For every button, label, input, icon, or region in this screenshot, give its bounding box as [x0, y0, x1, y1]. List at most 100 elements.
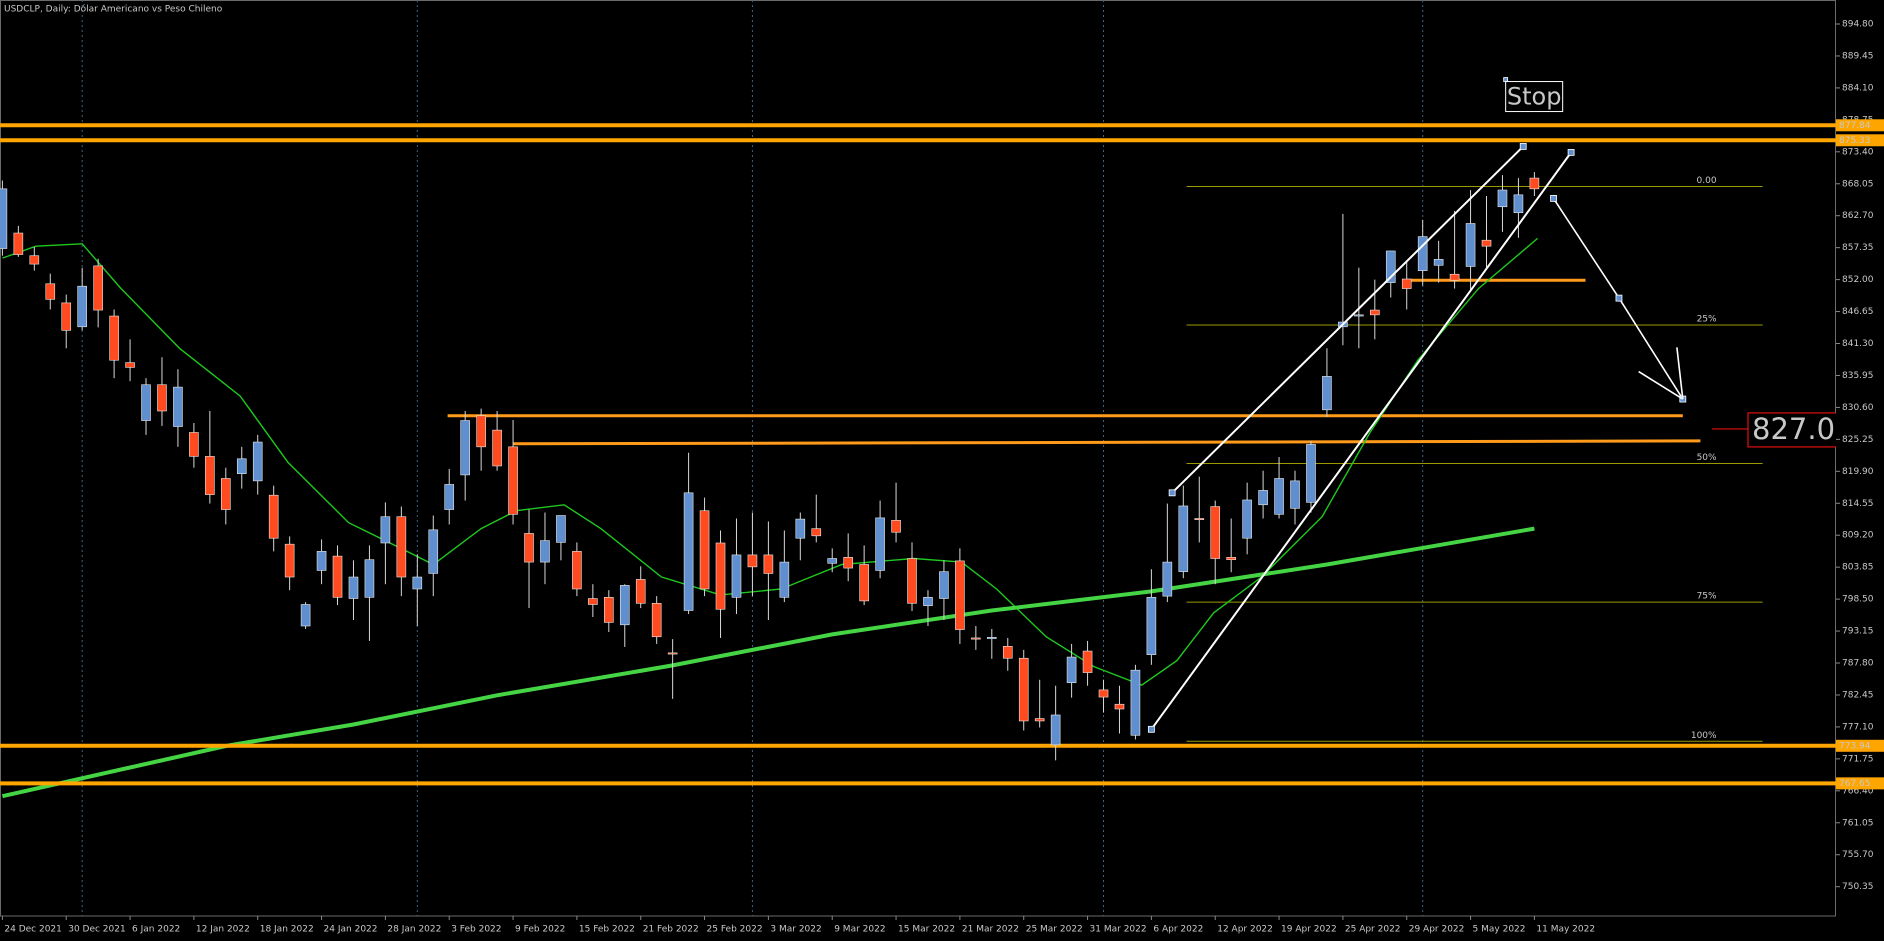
candle-body	[189, 432, 199, 457]
x-tick-label: 11 May 2022	[1536, 925, 1595, 935]
price-level-box	[1836, 119, 1884, 132]
x-tick-label: 25 Mar 2022	[1026, 925, 1083, 935]
candle-body	[1098, 689, 1109, 698]
candle-body	[524, 533, 534, 563]
candle-body	[173, 386, 183, 427]
anchor-point	[1567, 149, 1575, 156]
candle-body	[444, 484, 455, 510]
x-tick-label: 31 Mar 2022	[1090, 925, 1147, 935]
candle-body	[1050, 714, 1061, 746]
candle-body	[125, 362, 135, 368]
y-tick-label: 771.75	[1842, 754, 1874, 764]
candle-body	[508, 446, 518, 515]
candle-body	[540, 540, 550, 563]
y-tick-label: 750.35	[1842, 882, 1874, 892]
arrow-head	[1638, 370, 1684, 400]
y-tick-label: 868.05	[1842, 179, 1874, 189]
fibonacci-label: 50%	[1697, 453, 1717, 463]
candle-body	[795, 518, 806, 539]
anchor-point	[1147, 725, 1155, 733]
x-tick-label: 21 Feb 2022	[643, 925, 699, 935]
x-tick-label: 25 Feb 2022	[707, 925, 763, 935]
candle-body	[1226, 557, 1236, 561]
axes: 894.80889.45884.10878.75873.40868.05862.…	[1, 20, 1884, 935]
candle-body	[1146, 597, 1157, 655]
candle-body	[955, 560, 965, 630]
candle-body	[1130, 669, 1141, 736]
plot-frame	[0, 0, 1836, 917]
x-tick-label: 19 Apr 2022	[1281, 925, 1337, 935]
candle-body	[412, 576, 423, 590]
candle-body	[1322, 376, 1332, 411]
arrow-head	[1676, 347, 1684, 400]
alert-label: 827.00	[1752, 412, 1853, 446]
candle-body	[348, 576, 359, 599]
candle-body	[683, 492, 694, 611]
y-tick-label: 846.65	[1842, 307, 1874, 317]
anchor-point	[1168, 489, 1176, 497]
candle-body	[1242, 499, 1252, 539]
candle-body	[61, 302, 72, 331]
y-tick-label: 884.10	[1842, 83, 1874, 93]
candle-body	[460, 420, 470, 476]
candle-body	[1497, 189, 1508, 208]
y-tick-label: 766.40	[1842, 786, 1874, 796]
candle-body	[651, 603, 662, 638]
candle-body	[588, 598, 598, 605]
candle-body	[29, 255, 40, 265]
x-tick-label: 3 Feb 2022	[451, 925, 501, 935]
candle-body	[987, 637, 997, 639]
y-tick-label: 873.40	[1842, 147, 1874, 157]
y-tick-label: 830.60	[1842, 403, 1874, 413]
candle-body	[731, 554, 742, 598]
candle-body	[93, 265, 103, 311]
candle-body	[1002, 646, 1013, 659]
y-tick-label: 793.15	[1842, 627, 1874, 637]
fibonacci-label: 0.00	[1697, 176, 1717, 186]
x-tick-label: 25 Apr 2022	[1345, 925, 1401, 935]
candle-body	[45, 283, 56, 300]
candle-body	[604, 597, 614, 623]
trendline	[1150, 151, 1572, 730]
price-level-label: 875.33	[1839, 136, 1871, 146]
x-tick-label: 24 Dec 2021	[4, 925, 62, 935]
candle-body	[1529, 177, 1540, 190]
price-level-label: 877.84	[1839, 121, 1871, 131]
candle-body	[1274, 478, 1284, 515]
x-tick-label: 3 Mar 2022	[770, 925, 821, 935]
x-tick-label: 6 Apr 2022	[1153, 925, 1203, 935]
x-tick-label: 6 Jan 2022	[132, 925, 180, 935]
y-tick-label: 819.90	[1842, 467, 1874, 477]
candle-body	[619, 585, 630, 626]
candle-body	[747, 554, 758, 568]
candle-body	[332, 555, 343, 598]
candle-body	[1481, 239, 1492, 247]
candle-body	[556, 515, 566, 543]
candle-body	[939, 571, 949, 599]
moving-average	[2, 237, 1539, 686]
candle-body	[1018, 657, 1029, 722]
candle-body	[875, 517, 885, 571]
candle-body	[221, 478, 231, 510]
x-tick-label: 15 Mar 2022	[898, 925, 955, 935]
x-tick-label: 15 Feb 2022	[579, 925, 635, 935]
x-tick-label: 21 Mar 2022	[962, 925, 1019, 935]
candle-body	[827, 558, 838, 564]
level-segment	[513, 439, 1701, 446]
fibonacci-label: 100%	[1691, 731, 1717, 741]
candle-body	[1354, 314, 1364, 317]
candle-body	[1034, 718, 1045, 722]
candle-body	[77, 285, 87, 328]
candle-body	[236, 458, 247, 475]
y-tick-label: 761.05	[1842, 818, 1874, 828]
candle-body	[1290, 480, 1300, 509]
anchor-point	[1550, 194, 1557, 202]
y-tick-label: 787.80	[1842, 659, 1874, 669]
x-tick-label: 12 Apr 2022	[1217, 925, 1273, 935]
candle-body	[492, 429, 502, 467]
candle-body	[0, 188, 8, 249]
candle-body	[811, 528, 822, 537]
y-tick-label: 852.00	[1842, 275, 1874, 285]
trendline	[1171, 145, 1524, 494]
